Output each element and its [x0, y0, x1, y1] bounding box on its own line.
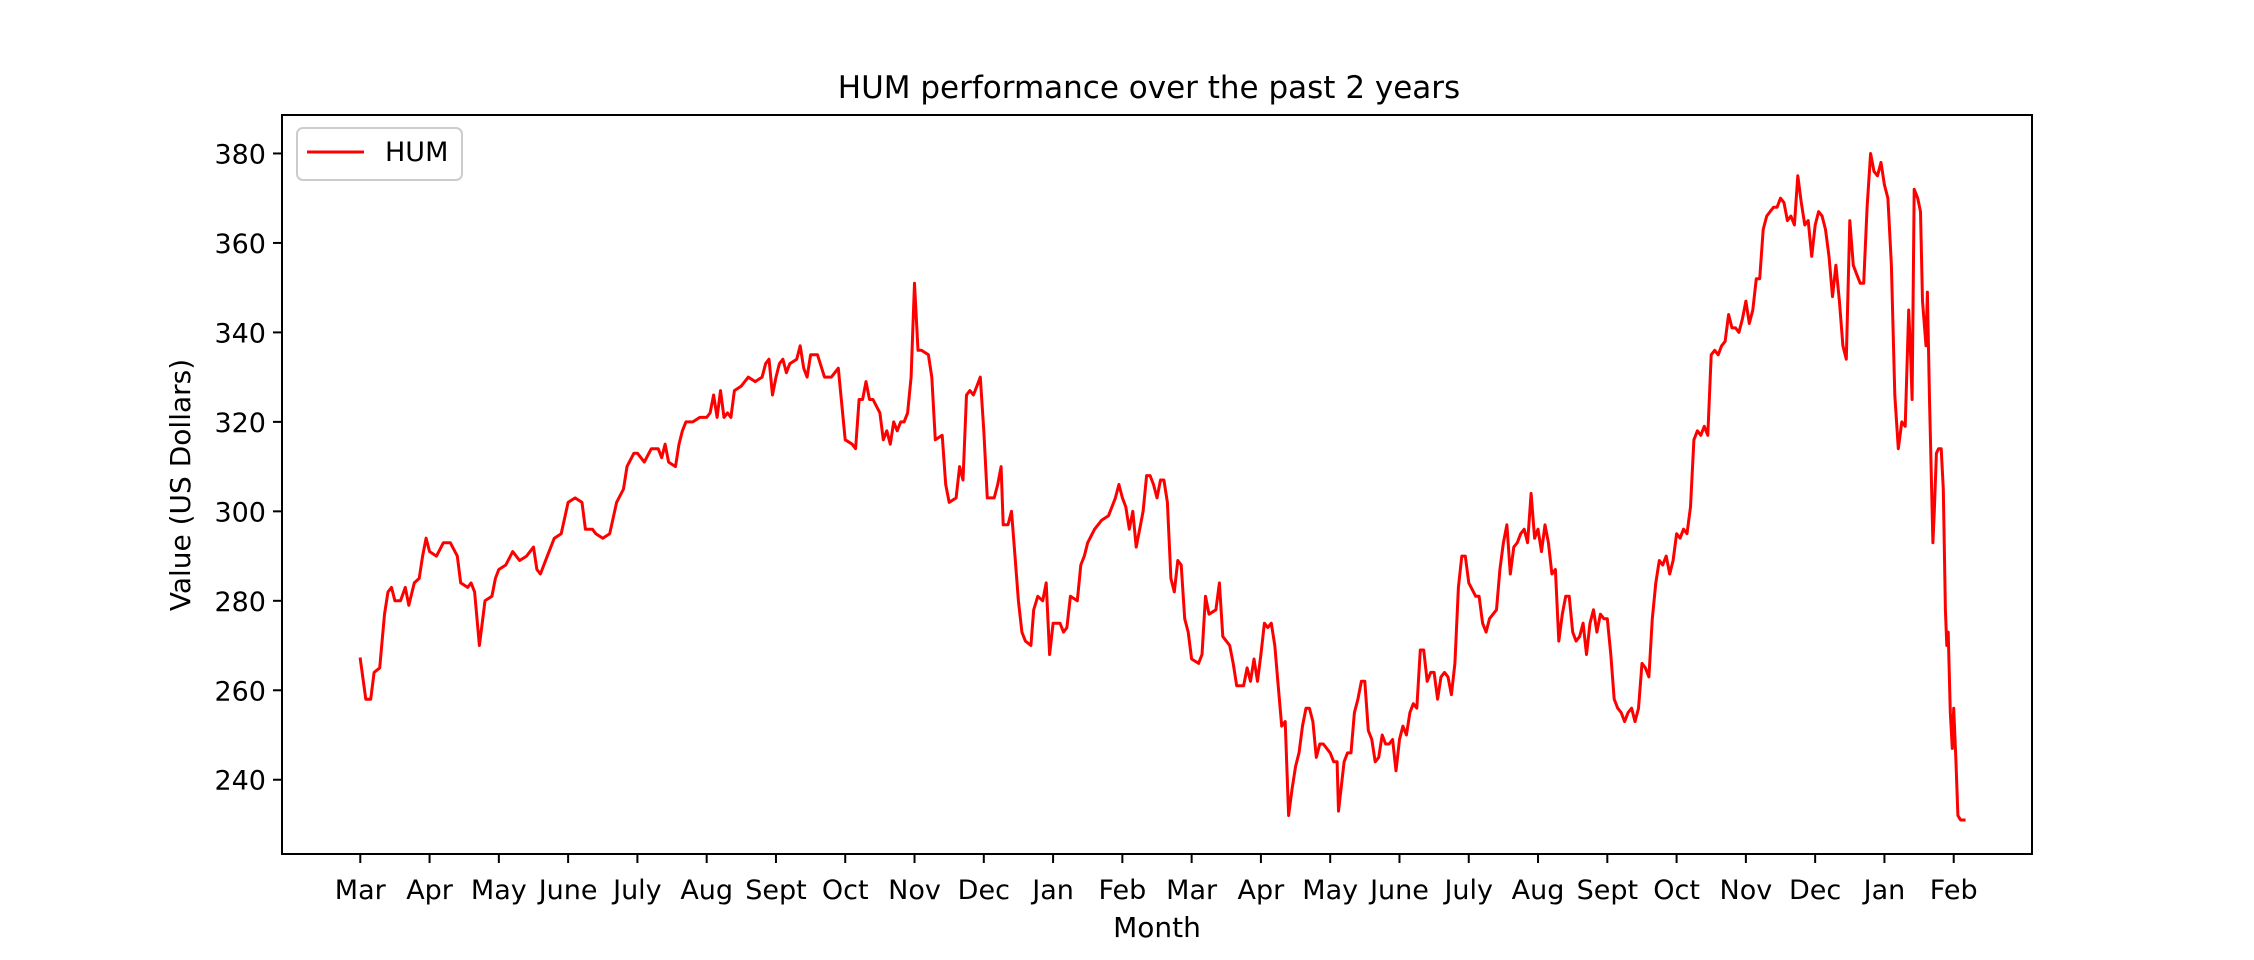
x-tick-label: July [1442, 875, 1493, 906]
x-tick-label: Mar [335, 875, 387, 906]
x-tick-label: Dec [1789, 875, 1841, 906]
x-tick-label: Dec [958, 875, 1010, 906]
x-tick-label: Aug [1512, 875, 1565, 906]
y-tick-label: 300 [214, 497, 266, 528]
y-tick-label: 240 [214, 766, 266, 797]
chart-title: HUM performance over the past 2 years [838, 70, 1460, 106]
series-line-hum [358, 152, 1966, 822]
x-tick-label: Mar [1166, 875, 1218, 906]
y-tick-label: 380 [214, 139, 266, 170]
x-tick-label: Feb [1098, 875, 1146, 906]
x-tick-label: May [1302, 875, 1358, 906]
x-tick-label: Oct [1653, 875, 1700, 906]
x-tick-label: Jan [1030, 875, 1074, 906]
x-tick-label: May [471, 875, 527, 906]
x-tick-label: Sept [745, 875, 806, 906]
x-tick-label: Sept [1577, 875, 1638, 906]
legend-label-hum: HUM [385, 137, 448, 168]
y-tick-label: 260 [214, 676, 266, 707]
x-axis: Mar Apr May June July Aug Sept Oct Nov Dec Jan Feb M… [335, 854, 1978, 906]
y-tick-label: 280 [214, 587, 266, 618]
x-tick-label: Oct [822, 875, 869, 906]
x-tick-label: July [611, 875, 662, 906]
y-tick-label: 340 [214, 318, 266, 349]
x-tick-label: June [1368, 875, 1429, 906]
x-tick-label: June [537, 875, 598, 906]
plot-area [358, 152, 1966, 822]
x-tick-label: Aug [680, 875, 733, 906]
x-tick-label: Apr [1238, 875, 1286, 906]
y-tick-label: 320 [214, 408, 266, 439]
x-tick-label: Jan [1862, 875, 1906, 906]
x-tick-label: Nov [888, 875, 941, 906]
y-axis: 240 260 280 300 320 340 360 380 [214, 139, 282, 797]
x-axis-label: Month [1113, 911, 1201, 944]
y-axis-label: Value (US Dollars) [164, 359, 197, 611]
legend: HUM [296, 127, 463, 181]
x-tick-label: Apr [406, 875, 454, 906]
x-tick-label: Feb [1930, 875, 1978, 906]
plot-frame [281, 114, 2033, 855]
legend-box [296, 127, 463, 181]
x-tick-label: Nov [1720, 875, 1773, 906]
y-tick-label: 360 [214, 229, 266, 260]
